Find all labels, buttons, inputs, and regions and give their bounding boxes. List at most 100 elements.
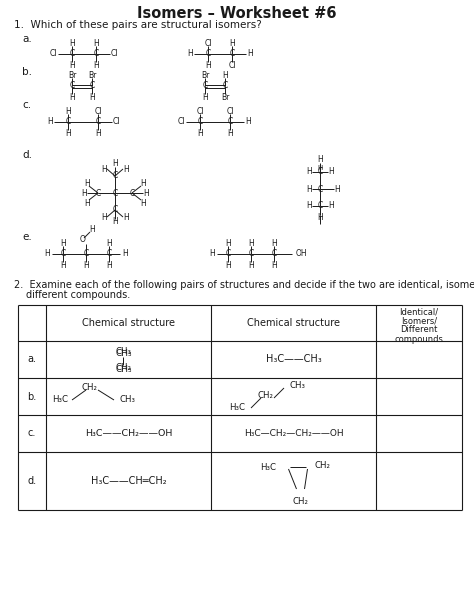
Text: Cl: Cl xyxy=(113,118,120,126)
Text: C: C xyxy=(225,249,231,259)
Text: H: H xyxy=(44,249,50,259)
Text: H: H xyxy=(140,178,146,188)
Text: H: H xyxy=(112,159,118,169)
Text: H: H xyxy=(225,261,231,270)
Text: CH₃: CH₃ xyxy=(120,395,136,405)
Text: a.: a. xyxy=(22,34,32,44)
Text: H: H xyxy=(306,202,312,210)
Text: H: H xyxy=(83,261,89,270)
Text: compounds: compounds xyxy=(394,335,444,343)
Text: Isomers/: Isomers/ xyxy=(401,316,437,326)
Text: b.: b. xyxy=(27,392,36,402)
Text: C: C xyxy=(60,249,65,259)
Text: C: C xyxy=(197,118,202,126)
Text: H: H xyxy=(123,164,129,173)
Text: Cl: Cl xyxy=(49,50,57,58)
Text: H: H xyxy=(306,167,312,177)
Text: Br: Br xyxy=(68,70,76,80)
Text: H: H xyxy=(47,118,53,126)
Text: OH: OH xyxy=(296,249,308,259)
Text: H: H xyxy=(65,129,71,137)
Text: H: H xyxy=(247,50,253,58)
Text: d.: d. xyxy=(22,150,32,160)
Text: H: H xyxy=(248,238,254,248)
Text: C: C xyxy=(318,202,323,210)
Text: H: H xyxy=(143,189,149,197)
Text: C: C xyxy=(106,249,111,259)
Text: Br: Br xyxy=(88,70,96,80)
Text: H: H xyxy=(317,156,323,164)
Text: C: C xyxy=(95,118,100,126)
Text: H: H xyxy=(317,213,323,223)
Text: H: H xyxy=(140,199,146,207)
Text: C: C xyxy=(83,249,89,259)
Text: H: H xyxy=(106,261,112,270)
Text: H: H xyxy=(101,213,107,221)
Text: C: C xyxy=(222,82,228,91)
Text: CH₂: CH₂ xyxy=(315,460,330,470)
Text: H: H xyxy=(106,238,112,248)
Text: CH₂: CH₂ xyxy=(258,390,274,400)
Text: 1.  Which of these pairs are structural isomers?: 1. Which of these pairs are structural i… xyxy=(14,20,262,30)
Text: 2.  Examine each of the following pairs of structures and decide if the two are : 2. Examine each of the following pairs o… xyxy=(14,280,474,290)
Text: Cl: Cl xyxy=(226,107,234,115)
Text: CH₂: CH₂ xyxy=(82,383,98,392)
Text: H: H xyxy=(225,238,231,248)
Text: C: C xyxy=(318,167,323,177)
Text: C: C xyxy=(69,50,74,58)
Text: d.: d. xyxy=(27,476,36,486)
Text: Cl: Cl xyxy=(111,50,118,58)
Text: H: H xyxy=(60,238,66,248)
Text: H₃C: H₃C xyxy=(261,462,276,471)
Text: H: H xyxy=(60,261,66,270)
Text: C: C xyxy=(248,249,254,259)
Text: C: C xyxy=(112,172,118,180)
Text: H₃C: H₃C xyxy=(52,395,68,405)
Text: C: C xyxy=(90,82,95,91)
Text: H: H xyxy=(69,93,75,102)
Text: Cl: Cl xyxy=(177,118,185,126)
Text: H: H xyxy=(65,107,71,115)
Text: H: H xyxy=(69,61,75,69)
Text: Br: Br xyxy=(201,70,209,80)
Text: H: H xyxy=(81,189,87,197)
Text: H: H xyxy=(334,185,340,194)
Text: H: H xyxy=(306,185,312,194)
Text: H: H xyxy=(222,70,228,80)
Text: H: H xyxy=(328,202,334,210)
Text: Cl: Cl xyxy=(204,39,212,47)
Text: C: C xyxy=(202,82,208,91)
Text: H: H xyxy=(328,167,334,177)
Text: Cl: Cl xyxy=(94,107,102,115)
Text: H: H xyxy=(271,238,277,248)
Text: C: C xyxy=(272,249,277,259)
Text: C: C xyxy=(112,189,118,197)
Text: Identical/: Identical/ xyxy=(400,308,438,316)
Text: H: H xyxy=(227,129,233,137)
Text: Chemical structure: Chemical structure xyxy=(247,318,340,328)
Text: C: C xyxy=(93,50,99,58)
Text: H: H xyxy=(89,93,95,102)
Text: C: C xyxy=(229,50,235,58)
Text: C: C xyxy=(228,118,233,126)
Text: CH₂: CH₂ xyxy=(116,364,131,373)
Text: Different: Different xyxy=(401,326,438,335)
Text: H₃C——CH₃: H₃C——CH₃ xyxy=(265,354,321,365)
Text: CH₂: CH₂ xyxy=(292,497,309,506)
Text: C: C xyxy=(95,189,100,197)
Text: C: C xyxy=(129,189,135,197)
Text: H: H xyxy=(93,39,99,47)
Text: H: H xyxy=(187,50,193,58)
Text: H₃C——CH═CH₂: H₃C——CH═CH₂ xyxy=(91,476,166,486)
Text: H: H xyxy=(84,178,90,188)
Text: H: H xyxy=(95,129,101,137)
Text: H₃C: H₃C xyxy=(229,403,245,413)
Text: C: C xyxy=(65,118,71,126)
Text: H: H xyxy=(318,165,323,171)
Text: H: H xyxy=(84,199,90,207)
Text: H: H xyxy=(122,249,128,259)
Text: H: H xyxy=(245,118,251,126)
Text: CH₃: CH₃ xyxy=(115,349,132,357)
Text: H: H xyxy=(101,164,107,173)
Text: H: H xyxy=(205,61,211,69)
